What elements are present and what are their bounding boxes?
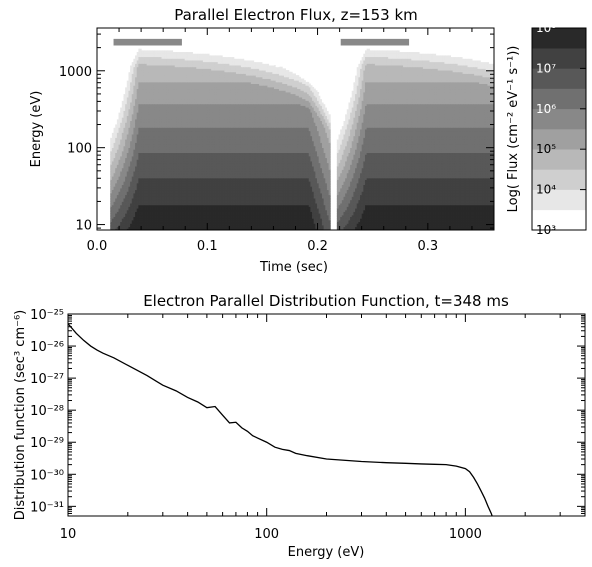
flux-spectrogram: Parallel Electron Flux, z=153 km 0.0 0.1 0… bbox=[29, 6, 494, 275]
flux-chart-title: Parallel Electron Flux, z=153 km bbox=[174, 6, 418, 24]
